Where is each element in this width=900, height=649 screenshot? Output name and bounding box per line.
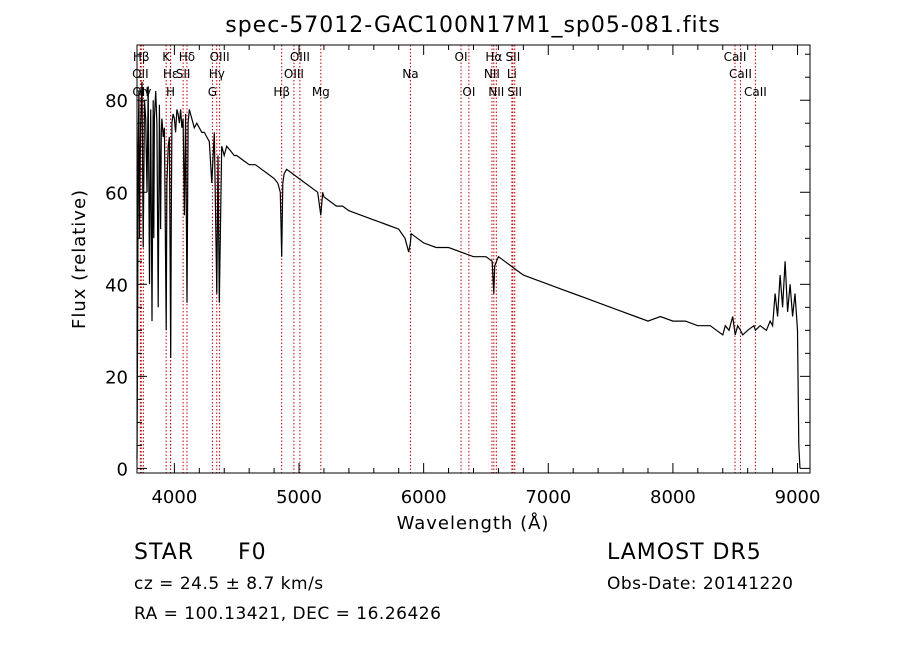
plot-frame (136, 44, 811, 474)
line-label: Hβ (273, 85, 290, 99)
y-axis-label: Flux (relative) (69, 189, 90, 329)
line-label: Hδ (179, 50, 195, 64)
line-label: Hα (485, 50, 502, 64)
line-label: Hε (163, 67, 179, 81)
line-label: SII (506, 50, 521, 64)
line-label: G (208, 85, 217, 99)
line-label: Li (507, 67, 517, 81)
line-label: CaII (724, 50, 747, 64)
line-label: Hγ (135, 85, 151, 99)
line-label: CaII (744, 85, 767, 99)
line-label: NII (484, 67, 500, 81)
line-label: OII (132, 85, 149, 99)
line-label: CaII (729, 67, 752, 81)
line-label: SII (176, 67, 191, 81)
x-axis-label: Wavelength (Å) (397, 512, 550, 534)
x-axis-ticks: 4000 5000 6000 7000 8000 9000 (151, 45, 820, 508)
line-label: K (162, 50, 171, 64)
redshift-cz: cz = 24.5 ± 8.7 km/s (134, 574, 324, 594)
line-label: OIII (210, 50, 230, 64)
x-tick-label: 9000 (775, 487, 821, 508)
x-tick-label: 8000 (650, 487, 696, 508)
y-tick-label: 60 (105, 183, 128, 204)
line-label: OII (132, 67, 149, 81)
spectrum-line (136, 81, 801, 469)
line-label: SII (507, 85, 522, 99)
spectral-line-markers (139, 45, 756, 473)
y-axis-ticks: 0 20 40 60 80 (105, 53, 810, 480)
survey-name: LAMOST DR5 (607, 540, 762, 565)
coordinates: RA = 100.13421, DEC = 16.26426 (134, 604, 442, 624)
line-label: OIII (290, 50, 310, 64)
object-subclass: F0 (238, 540, 267, 565)
line-label: OIII (284, 67, 304, 81)
x-tick-label: 5000 (276, 487, 322, 508)
y-tick-label: 0 (117, 459, 128, 480)
line-label: Hγ (209, 67, 225, 81)
y-tick-label: 20 (105, 367, 128, 388)
y-tick-label: 40 (105, 275, 128, 296)
chart-title: spec-57012-GAC100N17M1_sp05-081.fits (225, 13, 721, 38)
object-type: STAR (134, 540, 195, 565)
line-label: Mg (312, 85, 330, 99)
observation-date: Obs-Date: 20141220 (607, 574, 794, 594)
x-tick-label: 4000 (151, 487, 197, 508)
y-tick-label: 80 (105, 91, 128, 112)
line-label: OI (462, 85, 475, 99)
line-label: Hβ (133, 50, 150, 64)
line-label: NII (488, 85, 504, 99)
x-tick-label: 7000 (525, 487, 571, 508)
line-label: H (166, 85, 175, 99)
line-label: OI (455, 50, 468, 64)
x-tick-label: 6000 (401, 487, 447, 508)
line-label: Na (402, 67, 418, 81)
